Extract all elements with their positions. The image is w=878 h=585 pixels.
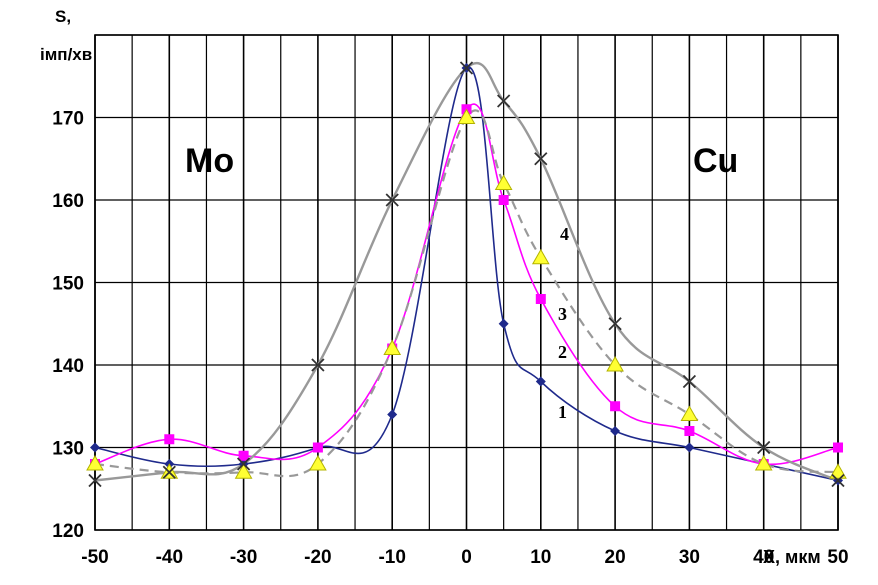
curve-label-3: 3 bbox=[558, 304, 567, 324]
data-point-series-4 bbox=[385, 193, 399, 207]
x-tick-label: 20 bbox=[605, 547, 626, 568]
curve-label-1: 1 bbox=[558, 402, 567, 422]
x-tick-label: -20 bbox=[304, 547, 331, 568]
data-point-series-2 bbox=[684, 426, 695, 436]
data-point-series-3 bbox=[86, 454, 104, 471]
data-point-series-4 bbox=[497, 94, 511, 108]
y-axis-title-line-1: S, bbox=[55, 7, 71, 26]
data-point-series-4 bbox=[88, 473, 102, 488]
series-line-1 bbox=[94, 66, 839, 482]
x-tick-label: 0 bbox=[461, 547, 472, 568]
y-tick-label: 160 bbox=[52, 191, 84, 212]
data-point-series-3 bbox=[234, 463, 253, 479]
data-point-series-3 bbox=[680, 405, 699, 421]
y-tick-label: 130 bbox=[52, 439, 84, 460]
data-point-series-3 bbox=[606, 355, 624, 372]
data-point-series-3 bbox=[494, 174, 513, 190]
data-point-series-3 bbox=[383, 339, 402, 355]
y-tick-label: 170 bbox=[52, 109, 84, 130]
y-tick-label: 120 bbox=[52, 521, 84, 542]
x-tick-label: -30 bbox=[230, 547, 257, 568]
region-label-mo: Mo bbox=[185, 142, 234, 180]
x-tick-label: 30 bbox=[679, 547, 700, 568]
data-point-series-3 bbox=[829, 463, 847, 479]
plot-border bbox=[94, 34, 839, 531]
x-tick-label: 50 bbox=[827, 547, 848, 568]
y-tick-label: 140 bbox=[52, 356, 84, 377]
data-point-series-4 bbox=[459, 61, 474, 75]
region-label-cu: Cu bbox=[693, 142, 738, 180]
x-tick-label: -50 bbox=[81, 547, 108, 568]
data-point-series-4 bbox=[682, 374, 697, 389]
x-tick-label: -40 bbox=[156, 547, 183, 568]
y-tick-label: 150 bbox=[52, 274, 84, 295]
x-tick-label: -10 bbox=[378, 547, 405, 568]
data-point-series-3 bbox=[309, 454, 327, 471]
data-point-series-2 bbox=[312, 442, 323, 453]
data-point-series-3 bbox=[457, 108, 476, 124]
curve-label-2: 2 bbox=[558, 342, 567, 362]
data-point-series-2 bbox=[238, 450, 249, 461]
data-point-series-4 bbox=[831, 473, 845, 488]
curve-label-4: 4 bbox=[560, 224, 569, 244]
data-point-series-2 bbox=[498, 195, 509, 205]
data-point-series-4 bbox=[311, 358, 325, 372]
y-axis-title-line-2: імп/хв bbox=[40, 45, 92, 64]
data-point-series-4 bbox=[608, 317, 622, 331]
data-point-series-1 bbox=[387, 409, 398, 420]
data-point-series-1 bbox=[498, 318, 509, 329]
data-point-series-4 bbox=[757, 440, 771, 455]
data-point-series-1 bbox=[684, 442, 695, 453]
data-point-series-1 bbox=[535, 376, 546, 387]
data-point-series-2 bbox=[833, 442, 843, 453]
data-point-series-2 bbox=[535, 294, 546, 304]
data-point-series-3 bbox=[531, 248, 550, 265]
data-point-series-2 bbox=[610, 401, 621, 412]
data-point-series-4 bbox=[534, 152, 548, 166]
data-point-series-4 bbox=[162, 465, 176, 479]
data-point-series-3 bbox=[754, 454, 773, 471]
series-markers bbox=[86, 61, 847, 488]
x-tick-label: 10 bbox=[530, 547, 551, 568]
data-point-series-1 bbox=[90, 442, 100, 453]
data-point-series-4 bbox=[236, 457, 251, 471]
tick-labels: -50 -40 -30 -20 -10 0 10 20 30 40 50 120 130 140 150 16… bbox=[52, 109, 848, 569]
x-axis-title: X, мкм bbox=[763, 547, 821, 567]
data-point-series-1 bbox=[610, 426, 621, 436]
grid bbox=[94, 34, 839, 531]
data-point-series-2 bbox=[164, 434, 175, 445]
x-tick-label: 40 bbox=[753, 547, 774, 568]
